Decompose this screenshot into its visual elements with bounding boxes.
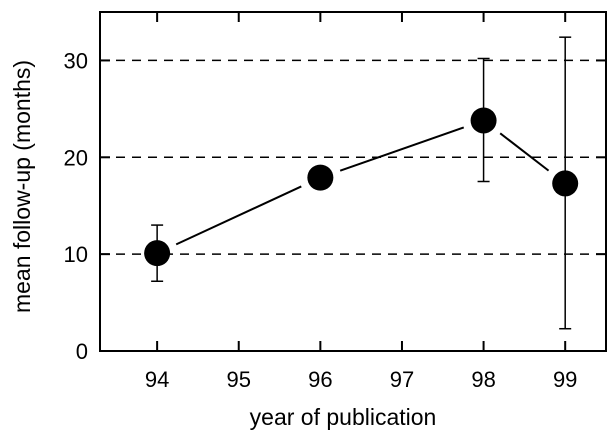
grid-lines bbox=[100, 59, 606, 255]
data-point-2 bbox=[470, 107, 497, 134]
data-points bbox=[144, 107, 579, 267]
error-bars bbox=[151, 36, 572, 330]
data-point-3 bbox=[552, 170, 579, 197]
x-tick-label-98: 98 bbox=[471, 367, 495, 392]
data-point-1 bbox=[307, 164, 334, 191]
plot-frame bbox=[99, 11, 607, 352]
x-tick-label-96: 96 bbox=[308, 367, 332, 392]
y-tick-label-10: 10 bbox=[64, 242, 88, 267]
y-tick-label-0: 0 bbox=[76, 339, 88, 364]
y-tick-label-20: 20 bbox=[64, 145, 88, 170]
y-axis-label: mean follow-up (months) bbox=[9, 60, 35, 313]
y-tick-label-30: 30 bbox=[64, 48, 88, 73]
connecting-line-1 bbox=[339, 126, 465, 172]
x-axis-label: year of publication bbox=[250, 404, 437, 430]
connecting-lines bbox=[175, 126, 550, 246]
data-point-0 bbox=[144, 240, 171, 267]
x-tick-label-94: 94 bbox=[145, 367, 169, 392]
x-tick-label-95: 95 bbox=[226, 367, 250, 392]
x-tick-label-97: 97 bbox=[390, 367, 414, 392]
x-tick-label-99: 99 bbox=[553, 367, 577, 392]
axis-ticks: 0 10 20 30 94 95 96 97 98 99 bbox=[64, 12, 606, 392]
connecting-line-2 bbox=[499, 132, 550, 172]
connecting-line-0 bbox=[175, 185, 302, 246]
